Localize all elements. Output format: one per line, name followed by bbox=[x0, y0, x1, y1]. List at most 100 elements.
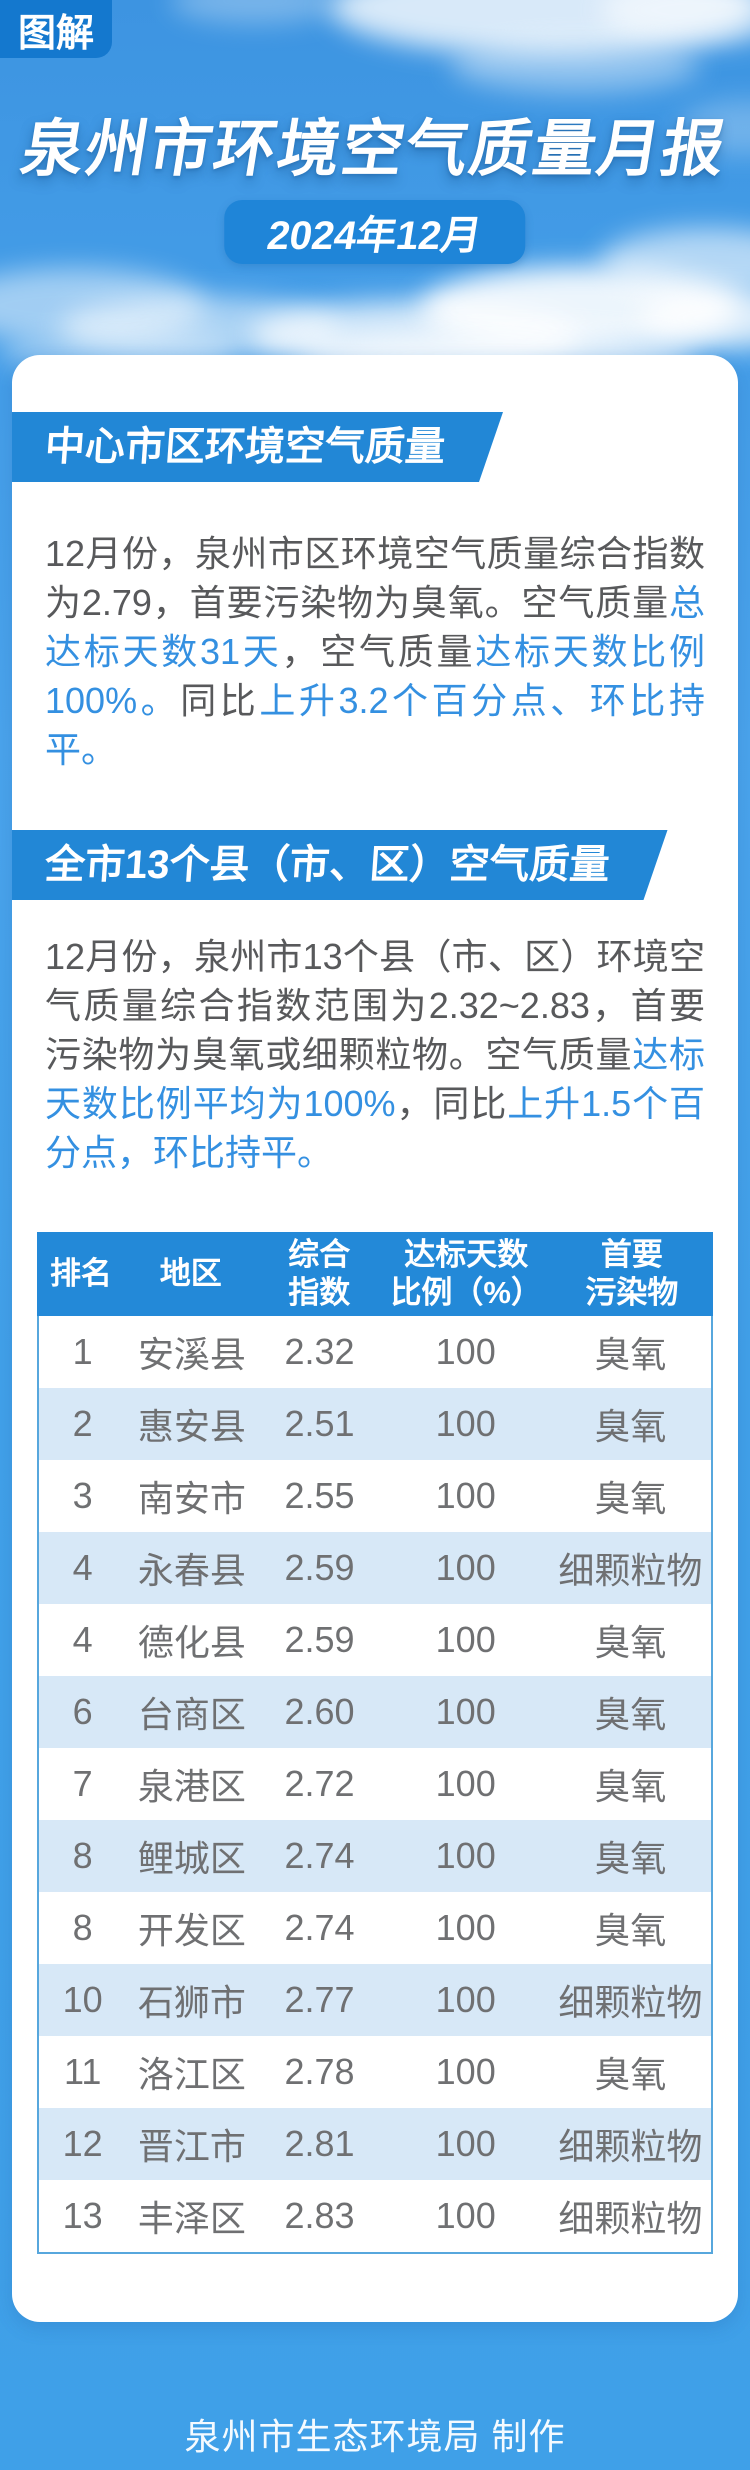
cloud-shape bbox=[450, 38, 700, 93]
table-row: 13 丰泽区 2.83 100 细颗粒物 bbox=[39, 2180, 711, 2252]
column-header-line: 地区 bbox=[159, 1256, 222, 1291]
table-row: 4 德化县 2.59 100 臭氧 bbox=[39, 1604, 711, 1676]
column-header-line: 综合 bbox=[288, 1237, 351, 1272]
table-cell-region: 台商区 bbox=[137, 1694, 246, 1735]
table-cell-region: 泉港区 bbox=[137, 1766, 246, 1807]
table-cell-rank: 4 bbox=[72, 1619, 93, 1660]
table-cell-pollutant: 细颗粒物 bbox=[558, 2126, 703, 2167]
table-cell-index: 2.83 bbox=[284, 2195, 355, 2236]
cloud-shape bbox=[170, 0, 340, 24]
section-heading-text: 中心市区环境空气质量 bbox=[43, 425, 447, 469]
column-header-line: 排名 bbox=[49, 1256, 112, 1291]
table-body: 1 安溪县 2.32 100 臭氧 2 惠安县 2.51 100 臭氧 3 南安市 2.55 100 臭氧 4… bbox=[39, 1316, 711, 2252]
page-title-text: 泉州市环境空气质量月报 bbox=[16, 115, 732, 184]
table-cell-index: 2.51 bbox=[284, 1403, 355, 1444]
body-text: 12月份，泉州市13个县（市、区）环境空气质量综合指数范围为2.32~2.83，… bbox=[45, 936, 705, 1075]
table-cell-ratio: 100 bbox=[435, 1979, 496, 2020]
table-cell-rank: 3 bbox=[72, 1475, 93, 1516]
table-cell-region: 洛江区 bbox=[137, 2054, 246, 2095]
column-header: 地区 bbox=[125, 1255, 257, 1293]
table-cell-pollutant: 细颗粒物 bbox=[558, 1550, 703, 1591]
table-cell-rank: 8 bbox=[72, 1835, 93, 1876]
table-cell-ratio: 100 bbox=[435, 1475, 496, 1516]
body-text: 12月份，泉州市区环境空气质量综合指数为2.79，首要污染物为臭氧。空气质量 bbox=[45, 533, 705, 623]
column-header-line: 达标天数 bbox=[404, 1237, 529, 1272]
table-cell-index: 2.78 bbox=[284, 2051, 355, 2092]
report-period-text: 2024年12月 bbox=[264, 214, 485, 258]
table-cell-rank: 8 bbox=[72, 1907, 93, 1948]
table-cell-region: 惠安县 bbox=[137, 1406, 246, 1447]
table-cell-pollutant: 臭氧 bbox=[594, 1622, 667, 1663]
table-cell-region: 永春县 bbox=[137, 1550, 246, 1591]
table-cell-pollutant: 细颗粒物 bbox=[558, 2198, 703, 2239]
column-header: 首要 污染物 bbox=[551, 1236, 713, 1312]
table-cell-ratio: 100 bbox=[435, 2123, 496, 2164]
column-header: 排名 bbox=[37, 1255, 125, 1293]
table-cell-pollutant: 臭氧 bbox=[594, 1838, 667, 1879]
table-row: 2 惠安县 2.51 100 臭氧 bbox=[39, 1388, 711, 1460]
infographic-badge: 图解 bbox=[0, 0, 112, 58]
table-cell-index: 2.60 bbox=[284, 1691, 355, 1732]
paragraph-counties: 12月份，泉州市13个县（市、区）环境空气质量综合指数范围为2.32~2.83，… bbox=[45, 932, 705, 1177]
table-cell-region: 开发区 bbox=[137, 1910, 246, 1951]
table-cell-pollutant: 细颗粒物 bbox=[558, 1982, 703, 2023]
content-card: 中心市区环境空气质量 12月份，泉州市区环境空气质量综合指数为2.79，首要污染… bbox=[12, 355, 738, 2322]
table-cell-region: 南安市 bbox=[137, 1478, 246, 1519]
column-header-line: 比例（%） bbox=[390, 1275, 543, 1310]
paragraph-city-center: 12月份，泉州市区环境空气质量综合指数为2.79，首要污染物为臭氧。空气质量总达… bbox=[45, 529, 705, 774]
table-cell-region: 晋江市 bbox=[137, 2126, 246, 2167]
badge-label: 图解 bbox=[17, 12, 94, 55]
highlighted-text: 上升3.2个百分点、环比持平。 bbox=[45, 680, 705, 770]
table-cell-rank: 4 bbox=[72, 1547, 93, 1588]
table-cell-pollutant: 臭氧 bbox=[594, 2054, 667, 2095]
table-row: 1 安溪县 2.32 100 臭氧 bbox=[39, 1316, 711, 1388]
table-cell-rank: 13 bbox=[62, 2195, 103, 2236]
table-cell-rank: 1 bbox=[72, 1331, 93, 1372]
table-cell-ratio: 100 bbox=[435, 1691, 496, 1732]
table-row: 10 石狮市 2.77 100 细颗粒物 bbox=[39, 1964, 711, 2036]
column-header-line: 污染物 bbox=[585, 1275, 679, 1310]
table-cell-rank: 2 bbox=[72, 1403, 93, 1444]
column-header: 综合 指数 bbox=[257, 1236, 382, 1312]
column-header: 达标天数 比例（%） bbox=[382, 1236, 551, 1312]
highlighted-text: 达标天数比例平均为100% bbox=[45, 1034, 705, 1124]
section-heading-counties: 全市13个县（市、区）空气质量 bbox=[12, 830, 668, 900]
table-cell-ratio: 100 bbox=[435, 2051, 496, 2092]
table-cell-index: 2.74 bbox=[284, 1907, 355, 1948]
table-row: 6 台商区 2.60 100 臭氧 bbox=[39, 1676, 711, 1748]
table-cell-ratio: 100 bbox=[435, 1835, 496, 1876]
table-cell-rank: 6 bbox=[72, 1691, 93, 1732]
table-cell-index: 2.59 bbox=[284, 1619, 355, 1660]
table-cell-ratio: 100 bbox=[435, 1403, 496, 1444]
table-cell-ratio: 100 bbox=[435, 1907, 496, 1948]
table-cell-rank: 10 bbox=[62, 1979, 103, 2020]
table-cell-region: 丰泽区 bbox=[137, 2198, 246, 2239]
table-cell-ratio: 100 bbox=[435, 1763, 496, 1804]
table-cell-index: 2.72 bbox=[284, 1763, 355, 1804]
highlighted-text: 达标天数比例100%。 bbox=[45, 631, 705, 721]
table-cell-index: 2.77 bbox=[284, 1979, 355, 2020]
table-cell-ratio: 100 bbox=[435, 2195, 496, 2236]
table-cell-index: 2.59 bbox=[284, 1547, 355, 1588]
highlighted-text: 上升1.5个百分点，环比持平。 bbox=[45, 1083, 705, 1173]
table-row: 11 洛江区 2.78 100 臭氧 bbox=[39, 2036, 711, 2108]
table-row: 7 泉港区 2.72 100 臭氧 bbox=[39, 1748, 711, 1820]
table-cell-pollutant: 臭氧 bbox=[594, 1910, 667, 1951]
table-cell-rank: 12 bbox=[62, 2123, 103, 2164]
table-cell-index: 2.81 bbox=[284, 2123, 355, 2164]
table-row: 3 南安市 2.55 100 臭氧 bbox=[39, 1460, 711, 1532]
footer-credit: 泉州市生态环境局 制作 bbox=[184, 2416, 566, 2457]
table-cell-pollutant: 臭氧 bbox=[594, 1334, 667, 1375]
table-cell-index: 2.32 bbox=[284, 1331, 355, 1372]
table-row: 12 晋江市 2.81 100 细颗粒物 bbox=[39, 2108, 711, 2180]
air-quality-ranking-table: 排名 地区 综合 指数 达标天数 比例（%） 首要 污染物 1 安溪县 2.32 100 臭氧 2 惠安县… bbox=[37, 1232, 713, 2254]
body-text: ，同比 bbox=[395, 1083, 508, 1124]
column-header-line: 首要 bbox=[600, 1237, 663, 1272]
table-cell-pollutant: 臭氧 bbox=[594, 1694, 667, 1735]
table-cell-ratio: 100 bbox=[435, 1619, 496, 1660]
table-cell-pollutant: 臭氧 bbox=[594, 1478, 667, 1519]
table-cell-pollutant: 臭氧 bbox=[594, 1406, 667, 1447]
table-cell-index: 2.74 bbox=[284, 1835, 355, 1876]
column-header-line: 指数 bbox=[288, 1275, 351, 1310]
